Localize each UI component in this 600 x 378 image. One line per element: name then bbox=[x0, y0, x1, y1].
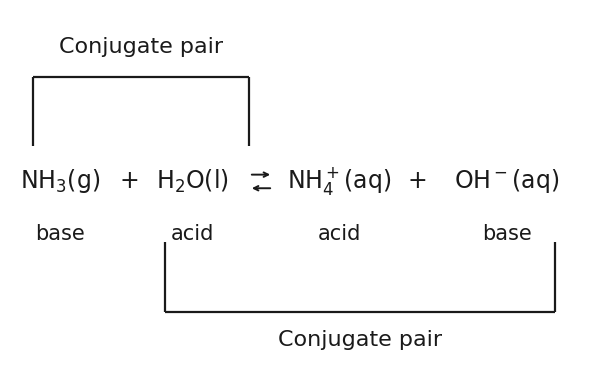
Text: acid: acid bbox=[317, 225, 361, 244]
Text: Conjugate pair: Conjugate pair bbox=[278, 330, 442, 350]
Text: $\sf{H_2O(l)}$: $\sf{H_2O(l)}$ bbox=[155, 168, 229, 195]
Text: +: + bbox=[119, 169, 139, 194]
Text: Conjugate pair: Conjugate pair bbox=[59, 37, 223, 57]
Text: $\sf{OH^-(aq)}$: $\sf{OH^-(aq)}$ bbox=[454, 167, 560, 195]
Text: base: base bbox=[482, 225, 532, 244]
Text: acid: acid bbox=[170, 225, 214, 244]
Text: $\sf{NH_4^+(aq)}$: $\sf{NH_4^+(aq)}$ bbox=[287, 166, 391, 197]
Text: base: base bbox=[35, 225, 85, 244]
Text: +: + bbox=[407, 169, 427, 194]
Text: $\sf{NH_3(g)}$: $\sf{NH_3(g)}$ bbox=[20, 167, 100, 195]
